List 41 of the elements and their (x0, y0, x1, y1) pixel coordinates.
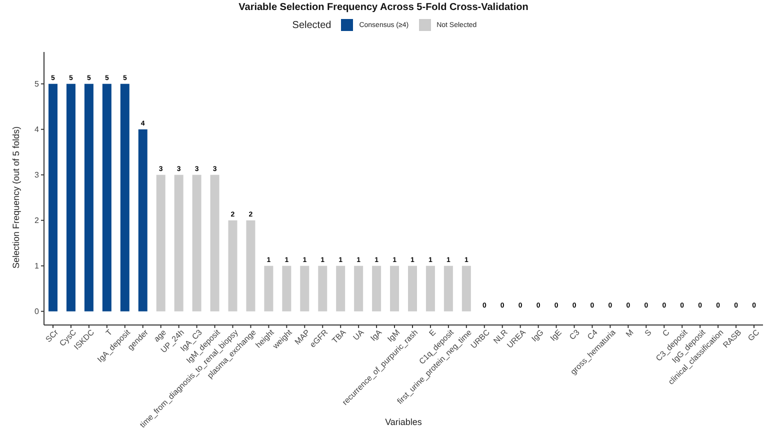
bar (426, 266, 435, 312)
bar (228, 220, 238, 312)
x-tick-label: NLR (492, 328, 510, 346)
bar (120, 84, 130, 312)
x-tick-label: SCr (44, 328, 60, 344)
y-tick-label: 4 (34, 125, 40, 134)
bar (462, 266, 471, 312)
bar (66, 84, 76, 312)
bar (264, 266, 274, 312)
y-tick-label: 5 (34, 80, 40, 89)
chart-title: Variable Selection Frequency Across 5-Fold Cross-Validation (238, 2, 530, 13)
legend-title: Selected (292, 20, 332, 30)
bar (174, 174, 184, 312)
y-tick-label: 1 (34, 262, 40, 271)
bar (246, 220, 256, 312)
bar (192, 174, 202, 312)
x-axis-title: Variables (385, 417, 422, 427)
bar (408, 266, 417, 312)
x-tick-label: IgE (548, 328, 564, 343)
bar (372, 266, 382, 312)
bar (444, 266, 453, 312)
bar (354, 266, 364, 312)
bar (84, 84, 94, 312)
x-tick-label: GC (746, 328, 762, 343)
x-tick-label: S (643, 328, 654, 338)
y-tick-label: 3 (34, 170, 40, 180)
y-tick-label: 2 (34, 216, 40, 226)
bar (156, 174, 166, 312)
bar (300, 266, 310, 312)
bar (390, 266, 400, 312)
y-axis-title: Selection Frequency (out of 5 folds) (11, 126, 22, 268)
bar (336, 266, 346, 312)
y-tick-label: 0 (34, 307, 40, 316)
bar (210, 174, 220, 312)
bar (138, 129, 148, 312)
bar (48, 84, 58, 312)
bar (102, 84, 112, 312)
bar (282, 266, 292, 312)
x-tick-label: IgG (530, 328, 546, 344)
bar (318, 266, 328, 312)
x-tick-label: M (624, 328, 636, 339)
